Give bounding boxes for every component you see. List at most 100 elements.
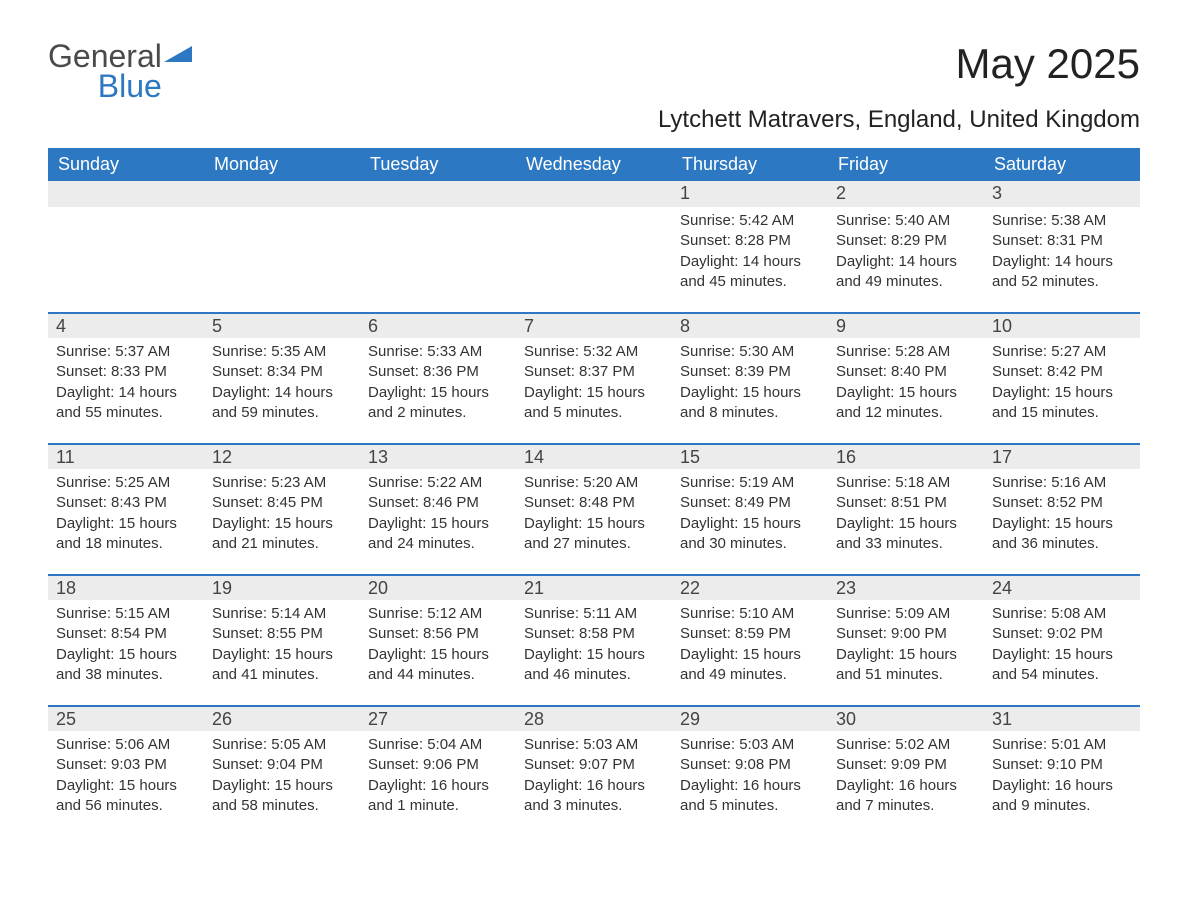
day-body (48, 207, 204, 307)
day-cell: 12Sunrise: 5:23 AMSunset: 8:45 PMDayligh… (204, 443, 360, 574)
month-title: May 2025 (658, 40, 1140, 88)
sunrise-line: Sunrise: 5:14 AM (212, 604, 352, 624)
sunset-line: Sunset: 8:56 PM (368, 624, 508, 644)
daylight-line: Daylight: 15 hours and 27 minutes. (524, 514, 664, 555)
day-cell: 27Sunrise: 5:04 AMSunset: 9:06 PMDayligh… (360, 705, 516, 836)
sunset-line: Sunset: 8:36 PM (368, 362, 508, 382)
sunrise-line: Sunrise: 5:09 AM (836, 604, 976, 624)
day-number-band: 29 (672, 705, 828, 731)
day-number-band: 31 (984, 705, 1140, 731)
day-number: 17 (992, 447, 1012, 467)
day-number: 18 (56, 578, 76, 598)
day-number-band: 15 (672, 443, 828, 469)
sunset-line: Sunset: 9:03 PM (56, 755, 196, 775)
day-number-band: 13 (360, 443, 516, 469)
day-body: Sunrise: 5:30 AMSunset: 8:39 PMDaylight:… (672, 338, 828, 443)
daylight-line: Daylight: 16 hours and 1 minute. (368, 776, 508, 817)
day-body: Sunrise: 5:01 AMSunset: 9:10 PMDaylight:… (984, 731, 1140, 836)
daylight-line: Daylight: 15 hours and 58 minutes. (212, 776, 352, 817)
sunset-line: Sunset: 8:37 PM (524, 362, 664, 382)
day-body: Sunrise: 5:22 AMSunset: 8:46 PMDaylight:… (360, 469, 516, 574)
day-number: 5 (212, 316, 222, 336)
day-number: 7 (524, 316, 534, 336)
daylight-line: Daylight: 15 hours and 36 minutes. (992, 514, 1132, 555)
sunset-line: Sunset: 9:08 PM (680, 755, 820, 775)
day-body: Sunrise: 5:09 AMSunset: 9:00 PMDaylight:… (828, 600, 984, 705)
sunset-line: Sunset: 8:46 PM (368, 493, 508, 513)
day-cell: 26Sunrise: 5:05 AMSunset: 9:04 PMDayligh… (204, 705, 360, 836)
day-number: 22 (680, 578, 700, 598)
day-number: 15 (680, 447, 700, 467)
sunset-line: Sunset: 8:55 PM (212, 624, 352, 644)
day-number-band: 9 (828, 312, 984, 338)
day-cell: 5Sunrise: 5:35 AMSunset: 8:34 PMDaylight… (204, 312, 360, 443)
daylight-line: Daylight: 15 hours and 49 minutes. (680, 645, 820, 686)
day-number-band: 22 (672, 574, 828, 600)
day-cell: 7Sunrise: 5:32 AMSunset: 8:37 PMDaylight… (516, 312, 672, 443)
day-header-row: SundayMondayTuesdayWednesdayThursdayFrid… (48, 148, 1140, 181)
day-body: Sunrise: 5:05 AMSunset: 9:04 PMDaylight:… (204, 731, 360, 836)
day-cell: 31Sunrise: 5:01 AMSunset: 9:10 PMDayligh… (984, 705, 1140, 836)
day-cell (516, 181, 672, 312)
sunrise-line: Sunrise: 5:11 AM (524, 604, 664, 624)
sunrise-line: Sunrise: 5:18 AM (836, 473, 976, 493)
day-number: 28 (524, 709, 544, 729)
day-number: 1 (680, 183, 690, 203)
day-number-band: 10 (984, 312, 1140, 338)
daylight-line: Daylight: 15 hours and 56 minutes. (56, 776, 196, 817)
day-number: 19 (212, 578, 232, 598)
sunset-line: Sunset: 8:42 PM (992, 362, 1132, 382)
day-number-band: 21 (516, 574, 672, 600)
day-cell: 18Sunrise: 5:15 AMSunset: 8:54 PMDayligh… (48, 574, 204, 705)
daylight-line: Daylight: 15 hours and 30 minutes. (680, 514, 820, 555)
sunrise-line: Sunrise: 5:25 AM (56, 473, 196, 493)
sunrise-line: Sunrise: 5:37 AM (56, 342, 196, 362)
day-number-band: 5 (204, 312, 360, 338)
day-body: Sunrise: 5:35 AMSunset: 8:34 PMDaylight:… (204, 338, 360, 443)
day-number: 10 (992, 316, 1012, 336)
day-body: Sunrise: 5:06 AMSunset: 9:03 PMDaylight:… (48, 731, 204, 836)
day-body: Sunrise: 5:37 AMSunset: 8:33 PMDaylight:… (48, 338, 204, 443)
day-number: 21 (524, 578, 544, 598)
day-body: Sunrise: 5:11 AMSunset: 8:58 PMDaylight:… (516, 600, 672, 705)
sunrise-line: Sunrise: 5:38 AM (992, 211, 1132, 231)
logo-flag-icon (164, 44, 192, 64)
daylight-line: Daylight: 15 hours and 2 minutes. (368, 383, 508, 424)
calendar-table: SundayMondayTuesdayWednesdayThursdayFrid… (48, 148, 1140, 836)
day-body: Sunrise: 5:33 AMSunset: 8:36 PMDaylight:… (360, 338, 516, 443)
sunset-line: Sunset: 8:45 PM (212, 493, 352, 513)
sunset-line: Sunset: 8:59 PM (680, 624, 820, 644)
day-body: Sunrise: 5:38 AMSunset: 8:31 PMDaylight:… (984, 207, 1140, 312)
day-number: 13 (368, 447, 388, 467)
day-number-band: 12 (204, 443, 360, 469)
brand-word2: Blue (48, 70, 162, 102)
day-cell: 24Sunrise: 5:08 AMSunset: 9:02 PMDayligh… (984, 574, 1140, 705)
week-row: 18Sunrise: 5:15 AMSunset: 8:54 PMDayligh… (48, 574, 1140, 705)
day-cell: 28Sunrise: 5:03 AMSunset: 9:07 PMDayligh… (516, 705, 672, 836)
day-number-band: 14 (516, 443, 672, 469)
day-body: Sunrise: 5:04 AMSunset: 9:06 PMDaylight:… (360, 731, 516, 836)
daylight-line: Daylight: 15 hours and 12 minutes. (836, 383, 976, 424)
day-number: 11 (56, 447, 75, 467)
day-number-band (48, 181, 204, 207)
day-number-band (360, 181, 516, 207)
sunset-line: Sunset: 9:06 PM (368, 755, 508, 775)
sunset-line: Sunset: 8:43 PM (56, 493, 196, 513)
daylight-line: Daylight: 14 hours and 55 minutes. (56, 383, 196, 424)
day-cell: 13Sunrise: 5:22 AMSunset: 8:46 PMDayligh… (360, 443, 516, 574)
day-cell: 30Sunrise: 5:02 AMSunset: 9:09 PMDayligh… (828, 705, 984, 836)
day-cell: 6Sunrise: 5:33 AMSunset: 8:36 PMDaylight… (360, 312, 516, 443)
sunset-line: Sunset: 8:31 PM (992, 231, 1132, 251)
day-number: 23 (836, 578, 856, 598)
day-body: Sunrise: 5:42 AMSunset: 8:28 PMDaylight:… (672, 207, 828, 312)
sunrise-line: Sunrise: 5:23 AM (212, 473, 352, 493)
day-number: 9 (836, 316, 846, 336)
day-body: Sunrise: 5:10 AMSunset: 8:59 PMDaylight:… (672, 600, 828, 705)
sunrise-line: Sunrise: 5:10 AM (680, 604, 820, 624)
sunrise-line: Sunrise: 5:22 AM (368, 473, 508, 493)
day-number: 26 (212, 709, 232, 729)
day-cell: 29Sunrise: 5:03 AMSunset: 9:08 PMDayligh… (672, 705, 828, 836)
day-number: 14 (524, 447, 544, 467)
sunrise-line: Sunrise: 5:05 AM (212, 735, 352, 755)
day-number-band: 4 (48, 312, 204, 338)
